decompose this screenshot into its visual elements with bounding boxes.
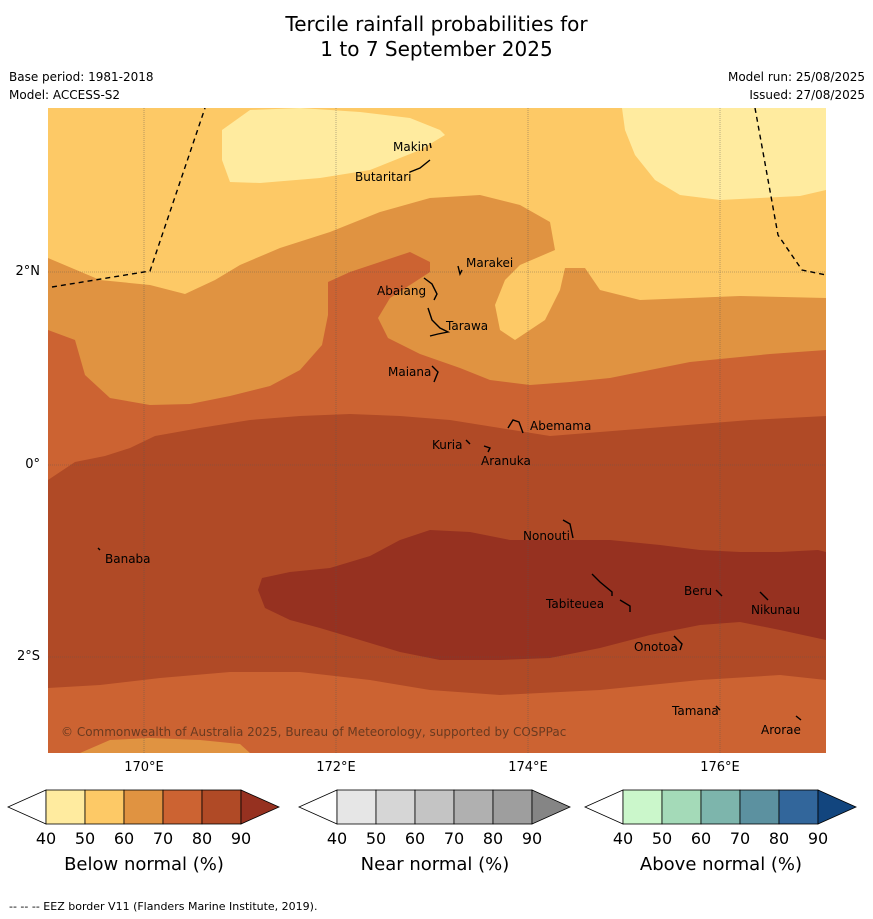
above-segment (739, 789, 780, 825)
x-tick-176e: 176°E (700, 760, 740, 775)
label-tabiteuea: Tabiteuea (545, 597, 604, 611)
label-aranuka: Aranuka (481, 454, 531, 468)
label-kuria: Kuria (432, 438, 463, 452)
near-segment (453, 789, 494, 825)
band-90-plus (258, 530, 826, 660)
near-over-triangle (531, 789, 571, 825)
below-segment (123, 789, 164, 825)
near-under-triangle (298, 789, 338, 825)
above-tick-label: 80 (769, 829, 789, 848)
below-tick-label: 50 (75, 829, 95, 848)
eez-footnote: -- -- -- EEZ border V11 (Flanders Marine… (9, 900, 318, 913)
meta-left: Base period: 1981-2018 Model: ACCESS-S2 (9, 68, 154, 104)
label-marakei: Marakei (466, 256, 513, 270)
above-segment (622, 789, 663, 825)
above-segment (661, 789, 702, 825)
near-segment (336, 789, 377, 825)
model-run-label: Model run: 25/08/2025 (727, 70, 865, 84)
above-tick-label: 70 (730, 829, 750, 848)
base-period-label: Base period: 1981-2018 (9, 70, 154, 84)
label-tarawa: Tarawa (445, 319, 488, 333)
near-tick-label: 80 (483, 829, 503, 848)
copyright-notice: © Commonwealth of Australia 2025, Bureau… (61, 725, 566, 739)
probability-map[interactable]: Makin Butaritari Marakei Abaiang Tarawa … (48, 108, 826, 753)
model-label: Model: ACCESS-S2 (9, 88, 121, 102)
below-segment (201, 789, 242, 825)
below-tick-label: 60 (114, 829, 134, 848)
colorbar-above-normal: 40 50 60 70 80 90 (584, 789, 857, 848)
above-tick-label: 40 (613, 829, 633, 848)
below-segment (84, 789, 125, 825)
label-onotoa: Onotoa (634, 640, 678, 654)
eez-border (51, 108, 826, 288)
island-outlines (97, 142, 802, 721)
band-40-50-northeast (622, 108, 826, 200)
label-maiana: Maiana (388, 365, 431, 379)
below-tick-label: 90 (231, 829, 251, 848)
near-segment (375, 789, 416, 825)
below-tick-label: 70 (153, 829, 173, 848)
near-segment (492, 789, 533, 825)
near-tick-label: 70 (444, 829, 464, 848)
label-nikunau: Nikunau (751, 603, 800, 617)
above-tick-label: 60 (691, 829, 711, 848)
y-tick-0: 0° (25, 457, 40, 472)
below-segment (45, 789, 86, 825)
x-tick-174e: 174°E (508, 760, 548, 775)
above-tick-label: 90 (808, 829, 828, 848)
near-segment (414, 789, 455, 825)
label-nonouti: Nonouti (523, 529, 570, 543)
label-butaritari: Butaritari (355, 170, 412, 184)
x-tick-170e: 170°E (124, 760, 164, 775)
y-tick-2s: 2°S (16, 649, 40, 664)
above-tick-label: 50 (652, 829, 672, 848)
colorbar-near-normal: 40 50 60 70 80 90 (298, 789, 571, 848)
above-segment (778, 789, 819, 825)
y-tick-2n: 2°N (15, 264, 41, 279)
below-normal-title: Below normal (%) (64, 854, 224, 875)
title-line-2: 1 to 7 September 2025 (320, 37, 553, 61)
label-abaiang: Abaiang (377, 284, 426, 298)
issued-label: Issued: 27/08/2025 (749, 88, 865, 102)
near-normal-title: Near normal (%) (360, 854, 510, 875)
colorbars: 40 50 60 70 80 90 40 50 60 70 80 90 40 50 60 70 80 90 (7, 789, 857, 848)
label-beru: Beru (684, 584, 712, 598)
above-normal-title: Above normal (%) (639, 854, 803, 875)
label-tamana: Tamana (671, 704, 719, 718)
below-tick-label: 40 (36, 829, 56, 848)
label-abemama: Abemama (530, 419, 591, 433)
island-labels: Makin Butaritari Marakei Abaiang Tarawa … (105, 140, 801, 737)
near-tick-label: 40 (327, 829, 347, 848)
x-tick-172e: 172°E (316, 760, 356, 775)
near-tick-label: 60 (405, 829, 425, 848)
below-under-triangle (7, 789, 47, 825)
title-line-1: Tercile rainfall probabilities for (285, 12, 588, 36)
band-60-70-south (80, 738, 250, 753)
below-segment (162, 789, 203, 825)
label-arorae: Arorae (761, 723, 801, 737)
near-tick-label: 50 (366, 829, 386, 848)
meta-right: Model run: 25/08/2025 Issued: 27/08/2025 (728, 68, 865, 104)
above-segment (700, 789, 741, 825)
near-tick-label: 90 (522, 829, 542, 848)
below-tick-label: 80 (192, 829, 212, 848)
map-title: Tercile rainfall probabilities for 1 to … (0, 12, 873, 62)
label-banaba: Banaba (105, 552, 151, 566)
above-over-triangle (817, 789, 857, 825)
graticule (48, 108, 826, 753)
above-under-triangle (584, 789, 624, 825)
colorbar-below-normal: 40 50 60 70 80 90 (7, 789, 280, 848)
below-over-triangle (240, 789, 280, 825)
label-makin: Makin (393, 140, 429, 154)
band-40-50-north (222, 108, 445, 183)
